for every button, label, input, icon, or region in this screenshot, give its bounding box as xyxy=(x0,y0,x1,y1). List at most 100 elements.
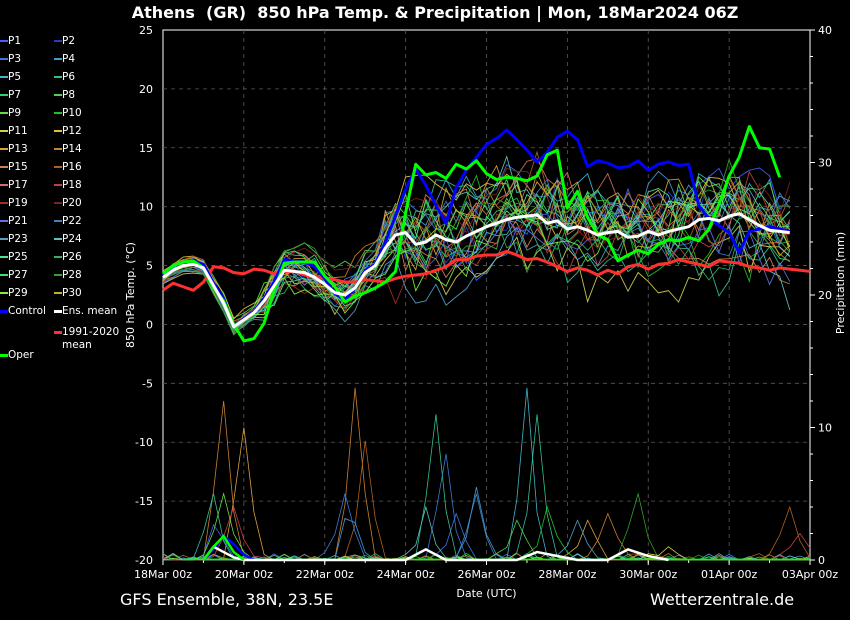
y-axis-label: 850 hPa Temp. (°C) xyxy=(124,242,137,348)
x-tick-label: 24Mar 00z xyxy=(377,568,435,581)
legend-item: P27 xyxy=(0,268,28,282)
series-oper xyxy=(162,125,782,343)
legend-item: P14 xyxy=(54,142,82,156)
legend-label: P23 xyxy=(8,233,28,245)
y-tick-label: 10 xyxy=(139,201,153,214)
legend-item: P1 xyxy=(0,34,21,48)
x-tick-label: 01Apr 00z xyxy=(701,568,758,581)
legend-label: P26 xyxy=(62,251,82,263)
legend-swatch xyxy=(54,292,62,294)
legend-item: P13 xyxy=(0,142,28,156)
legend-label: P11 xyxy=(8,125,28,137)
legend-item: P18 xyxy=(54,178,82,192)
y2-tick-label: 20 xyxy=(818,289,832,302)
legend-label: Oper xyxy=(8,349,34,361)
legend-swatch xyxy=(0,292,8,294)
legend-item: Ens. mean xyxy=(54,304,117,318)
member-line-p28 xyxy=(162,158,790,332)
legend-label: P29 xyxy=(8,287,28,299)
legend-item: P25 xyxy=(0,250,28,264)
legend-item: P12 xyxy=(54,124,82,138)
legend-swatch xyxy=(0,353,8,357)
legend-item: P17 xyxy=(0,178,28,192)
legend-label: P1 xyxy=(8,35,22,47)
legend-label: P8 xyxy=(62,89,76,101)
series-ens--mean xyxy=(162,212,790,329)
legend-swatch xyxy=(0,220,8,222)
y-tick-label: -20 xyxy=(135,554,153,567)
y2-tick-label: 10 xyxy=(818,422,832,435)
legend-label: P9 xyxy=(8,107,22,119)
y-tick-label: -10 xyxy=(135,436,153,449)
legend-label: 1991-2020 mean xyxy=(62,326,120,351)
legend-item: P19 xyxy=(0,196,28,210)
legend-item: P22 xyxy=(54,214,82,228)
legend-swatch xyxy=(0,130,8,132)
legend-swatch xyxy=(54,94,62,96)
x-tick-label: 28Mar 00z xyxy=(538,568,596,581)
legend-item: P21 xyxy=(0,214,28,228)
y-tick-label: -5 xyxy=(142,377,153,390)
legend-item: P4 xyxy=(54,52,75,66)
member-line-p29 xyxy=(162,194,791,329)
series-1991-2020-mean xyxy=(162,249,811,292)
legend-swatch xyxy=(54,274,62,276)
member-line-p15 xyxy=(162,202,790,334)
legend-item: 1991-2020 mean xyxy=(54,326,126,351)
legend-swatch xyxy=(0,202,8,204)
legend-item: P28 xyxy=(54,268,82,282)
x-tick-label: 22Mar 00z xyxy=(296,568,354,581)
legend-item: Oper xyxy=(0,348,34,362)
y2-tick-label: 40 xyxy=(818,24,832,37)
legend-swatch xyxy=(0,112,8,114)
legend-label: P18 xyxy=(62,179,82,191)
y-tick-label: 20 xyxy=(139,83,153,96)
legend-label: P30 xyxy=(62,287,82,299)
legend-swatch xyxy=(54,184,62,186)
legend-label: P24 xyxy=(62,233,82,245)
x-tick-label: 26Mar 00z xyxy=(457,568,515,581)
legend-label: P19 xyxy=(8,197,28,209)
legend-label: P12 xyxy=(62,125,82,137)
y-tick-label: 5 xyxy=(146,260,153,273)
legend-label: P27 xyxy=(8,269,28,281)
legend-label: P14 xyxy=(62,143,82,155)
legend-item: P2 xyxy=(54,34,75,48)
legend-swatch xyxy=(54,202,62,204)
precip-control xyxy=(202,534,255,562)
y2-tick-label: 0 xyxy=(818,554,825,567)
y2-axis-label: Precipitation (mm) xyxy=(834,232,847,334)
legend-label: P2 xyxy=(62,35,76,47)
legend-item: P9 xyxy=(0,106,21,120)
legend-swatch xyxy=(54,220,62,222)
legend-item: P30 xyxy=(54,286,82,300)
x-tick-label: 18Mar 00z xyxy=(134,568,192,581)
legend-item: P5 xyxy=(0,70,21,84)
legend-swatch xyxy=(0,148,8,150)
legend-item: P16 xyxy=(54,160,82,174)
legend-item: P26 xyxy=(54,250,82,264)
y-tick-label: 15 xyxy=(139,142,153,155)
legend-swatch xyxy=(54,112,62,114)
legend-item: P15 xyxy=(0,160,28,174)
legend-swatch xyxy=(54,148,62,150)
series-control xyxy=(161,128,791,329)
legend-label: P28 xyxy=(62,269,82,281)
y-tick-label: 0 xyxy=(146,318,153,331)
legend-swatch xyxy=(0,166,8,168)
legend-label: P25 xyxy=(8,251,28,263)
legend-item: P24 xyxy=(54,232,82,246)
source-label: Wetterzentrale.de xyxy=(650,590,795,609)
legend-swatch xyxy=(54,331,62,334)
legend-label: P22 xyxy=(62,215,82,227)
legend-label: P7 xyxy=(8,89,22,101)
legend-item: P11 xyxy=(0,124,28,138)
legend-item: P8 xyxy=(54,88,75,102)
legend-label: P6 xyxy=(62,71,76,83)
legend-swatch xyxy=(54,130,62,132)
x-tick-label: 30Mar 00z xyxy=(619,568,677,581)
legend-swatch xyxy=(0,94,8,96)
y-tick-label: 25 xyxy=(139,24,153,37)
x-tick-label: 20Mar 00z xyxy=(215,568,273,581)
